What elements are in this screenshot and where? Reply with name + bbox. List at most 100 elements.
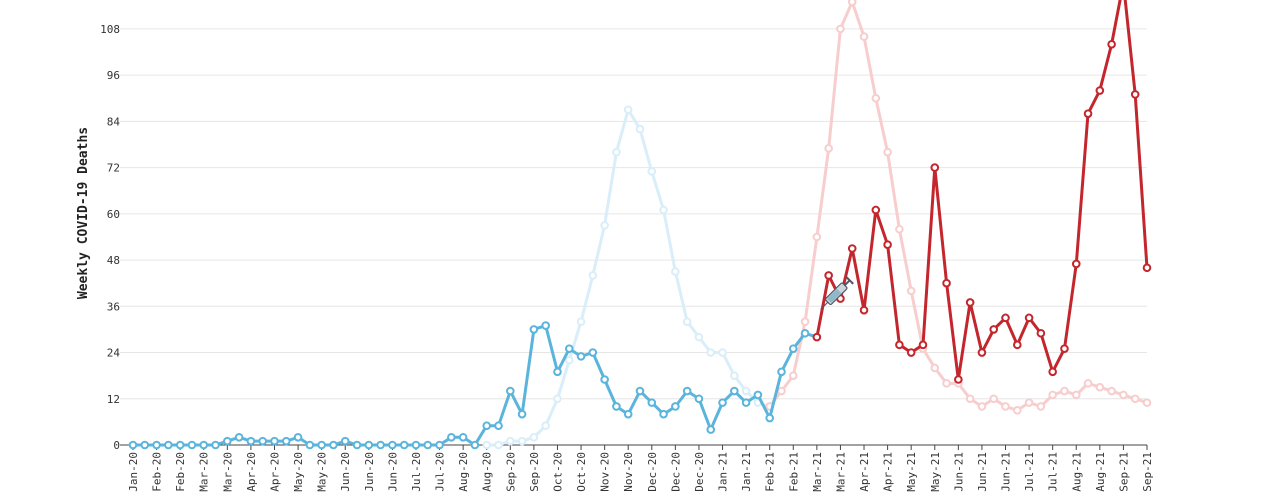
data-point — [800, 328, 810, 338]
data-point — [1130, 90, 1140, 99]
data-point — [871, 93, 881, 103]
x-tick-label: Dec-20 — [693, 452, 706, 492]
data-point — [588, 271, 598, 280]
data-point — [942, 278, 951, 288]
data-point — [458, 432, 468, 442]
data-point — [1071, 390, 1081, 400]
data-point — [635, 386, 645, 396]
x-tick-label: Jun-20 — [386, 452, 399, 492]
data-point — [187, 440, 197, 450]
data-point — [918, 340, 928, 350]
y-tick-label: 12 — [107, 393, 120, 406]
data-point — [175, 440, 185, 450]
x-tick-label: Mar-20 — [221, 452, 234, 492]
data-point — [718, 348, 727, 357]
data-point — [329, 440, 338, 450]
data-point — [1024, 398, 1034, 407]
x-tick-label: Mar-21 — [834, 452, 847, 492]
x-tick-label: Mar-21 — [811, 452, 824, 492]
data-point — [1060, 386, 1069, 396]
data-point — [623, 409, 633, 419]
data-point — [800, 317, 810, 327]
data-point — [1130, 394, 1140, 404]
x-tick-label: Jul-20 — [434, 452, 447, 492]
plot — [128, 0, 1152, 450]
data-point — [942, 379, 951, 388]
data-point — [883, 147, 892, 157]
data-point — [694, 332, 704, 342]
data-point — [1083, 379, 1093, 388]
data-point — [223, 436, 232, 446]
data-point — [847, 244, 857, 253]
x-tick-label: Jan-21 — [740, 452, 753, 492]
data-point — [553, 394, 562, 404]
data-point — [788, 371, 798, 380]
data-point — [576, 317, 586, 327]
data-point — [293, 432, 303, 442]
data-point — [847, 0, 857, 7]
data-point — [1083, 109, 1093, 118]
data-point — [612, 147, 621, 157]
y-tick-label: 24 — [107, 347, 121, 360]
data-point — [541, 421, 550, 431]
x-tick-label: Dec-20 — [646, 452, 659, 492]
data-point — [340, 436, 350, 446]
y-axis-label: Weekly COVID-19 Deaths — [76, 127, 91, 299]
data-point — [588, 348, 598, 357]
data-point — [529, 325, 539, 334]
data-point — [482, 421, 492, 431]
data-point — [718, 398, 727, 407]
x-tick-label: Aug-20 — [481, 452, 494, 492]
x-tick-label: Nov-20 — [622, 452, 635, 492]
x-tick-label: Jun-21 — [976, 452, 989, 492]
x-tick-label: Oct-20 — [575, 452, 588, 492]
x-tick-label: Dec-20 — [669, 452, 682, 492]
data-point — [883, 240, 892, 249]
series-line — [486, 108, 771, 447]
x-tick-label: Jun-20 — [339, 452, 352, 492]
x-tick-label: Aug-20 — [457, 452, 470, 492]
data-point — [824, 271, 833, 280]
x-tick-label: Jan-20 — [127, 452, 140, 492]
x-tick-label: Sep-21 — [1141, 452, 1154, 492]
data-point — [152, 440, 161, 450]
data-point — [659, 205, 668, 215]
data-point — [364, 440, 374, 450]
data-point — [529, 432, 539, 442]
data-point — [682, 317, 692, 327]
y-tick-label: 36 — [107, 300, 120, 313]
data-point — [930, 363, 940, 373]
data-point — [376, 440, 385, 450]
data-point — [517, 436, 527, 446]
y-tick-label: 72 — [107, 162, 120, 175]
data-point — [777, 386, 786, 396]
data-point — [564, 344, 574, 353]
x-tick-label: Sep-20 — [504, 452, 517, 492]
data-point — [659, 409, 668, 419]
data-point — [470, 440, 480, 450]
data-point — [352, 440, 362, 450]
x-tick-label: Jul-21 — [1047, 452, 1060, 492]
data-point — [1142, 263, 1152, 273]
data-point — [1001, 313, 1010, 323]
data-point — [895, 340, 904, 350]
data-point — [1119, 390, 1128, 400]
data-point — [140, 440, 150, 450]
data-point — [564, 355, 574, 365]
data-point — [1036, 402, 1046, 411]
data-point — [553, 367, 562, 377]
data-point — [305, 440, 315, 450]
data-point — [494, 421, 503, 431]
data-point — [977, 402, 987, 411]
x-tick-label: Apr-20 — [245, 452, 258, 492]
data-point — [871, 205, 881, 215]
data-point — [788, 344, 798, 353]
x-tick-label: Oct-20 — [551, 452, 564, 492]
data-point — [1013, 406, 1022, 415]
x-tick-label: May-21 — [905, 452, 918, 492]
x-tick-label: Apr-20 — [268, 452, 281, 492]
data-point — [1048, 390, 1057, 400]
data-point — [682, 386, 692, 396]
